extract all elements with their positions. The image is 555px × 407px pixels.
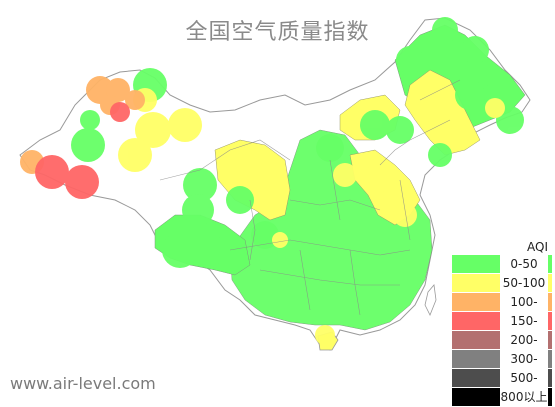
aqi-stations-unhealthy <box>35 102 130 199</box>
legend-rows: 0-5050-100100-150150-200200-300300-50050… <box>452 255 552 406</box>
legend-item: 100-150 <box>452 293 552 327</box>
province-borders <box>159 79 461 316</box>
legend-label: 50-100 <box>500 274 548 292</box>
legend-item: 150-200 <box>452 312 552 346</box>
site-url[interactable]: www.air-level.com <box>10 374 156 393</box>
legend-label: 150-200 <box>500 312 548 346</box>
legend-item: 500-800 <box>452 369 552 403</box>
legend-item: 200-300 <box>452 331 552 365</box>
legend-label: 800以上 <box>500 388 548 406</box>
map-title: 全国空气质量指数 <box>185 20 370 45</box>
legend-title: AQI <box>527 240 548 254</box>
legend-item: 0-50 <box>452 255 552 273</box>
legend-item: 300-500 <box>452 350 552 384</box>
legend-label: 0-50 <box>500 255 548 273</box>
legend-label: 500-800 <box>500 369 548 403</box>
legend-item: 800以上 <box>452 388 552 406</box>
legend-label: 300-500 <box>500 350 548 384</box>
aqi-region-northeast-yellow <box>404 69 481 156</box>
legend-label: 200-300 <box>500 331 548 365</box>
legend-item: 50-100 <box>452 274 552 292</box>
taiwan-island <box>424 284 437 316</box>
aqi-legend: AQI 0-5050-100100-150150-200200-300300-5… <box>452 240 552 407</box>
legend-label: 100-150 <box>500 293 548 327</box>
